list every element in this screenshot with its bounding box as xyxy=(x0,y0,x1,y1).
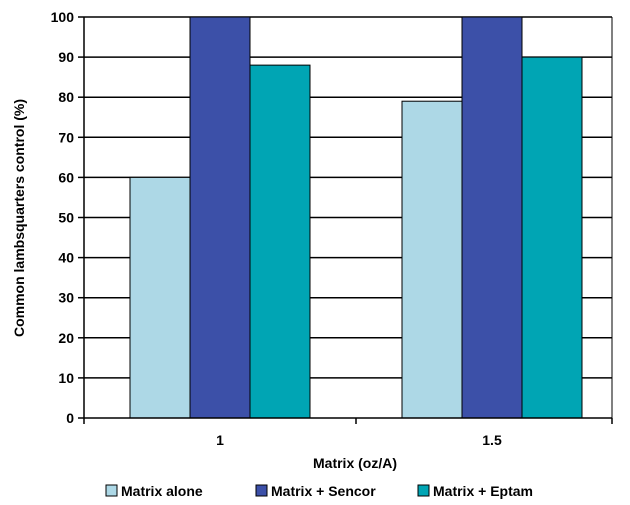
bar-matrix-alone-1 xyxy=(129,176,191,419)
y-tick-label-100: 100 xyxy=(51,9,75,25)
legend-swatch-matrix-eptam xyxy=(417,484,430,497)
bars xyxy=(129,16,583,419)
axes xyxy=(83,17,613,424)
bar-matrix-eptam-1-5 xyxy=(521,56,583,419)
legend-swatch-matrix-sencor xyxy=(255,484,268,497)
y-tick-label-70: 70 xyxy=(58,129,74,145)
y-tick-label-40: 40 xyxy=(58,250,74,266)
bar-matrix-sencor-1 xyxy=(189,16,251,419)
y-tick-labels: 0 10 20 30 40 50 60 70 80 90 100 xyxy=(51,9,75,426)
y-tick-label-30: 30 xyxy=(58,290,74,306)
legend-label-matrix-eptam: Matrix + Eptam xyxy=(433,483,533,499)
x-tick-label-1: 1 xyxy=(216,432,224,448)
legend-label-matrix-sencor: Matrix + Sencor xyxy=(271,483,376,499)
y-tick-label-50: 50 xyxy=(58,210,74,226)
x-tick-labels: 1 1.5 xyxy=(216,432,502,448)
y-tick-label-80: 80 xyxy=(58,89,74,105)
bar-matrix-sencor-1-5 xyxy=(461,16,523,419)
y-tick-label-10: 10 xyxy=(58,370,74,386)
bar-matrix-alone-1-5 xyxy=(401,100,463,419)
y-tick-label-20: 20 xyxy=(58,330,74,346)
legend: Matrix alone Matrix + Sencor Matrix + Epta… xyxy=(105,483,533,499)
y-tick-label-0: 0 xyxy=(66,410,74,426)
y-tick-label-90: 90 xyxy=(58,49,74,65)
x-axis-title: Matrix (oz/A) xyxy=(313,455,397,471)
x-tick-label-1-5: 1.5 xyxy=(482,432,502,448)
bar-matrix-eptam-1 xyxy=(249,64,311,419)
legend-swatch-matrix-alone xyxy=(105,484,118,497)
y-tick-label-60: 60 xyxy=(58,169,74,185)
legend-label-matrix-alone: Matrix alone xyxy=(121,483,203,499)
y-axis-title: Common lambsquarters control (%) xyxy=(11,99,27,337)
